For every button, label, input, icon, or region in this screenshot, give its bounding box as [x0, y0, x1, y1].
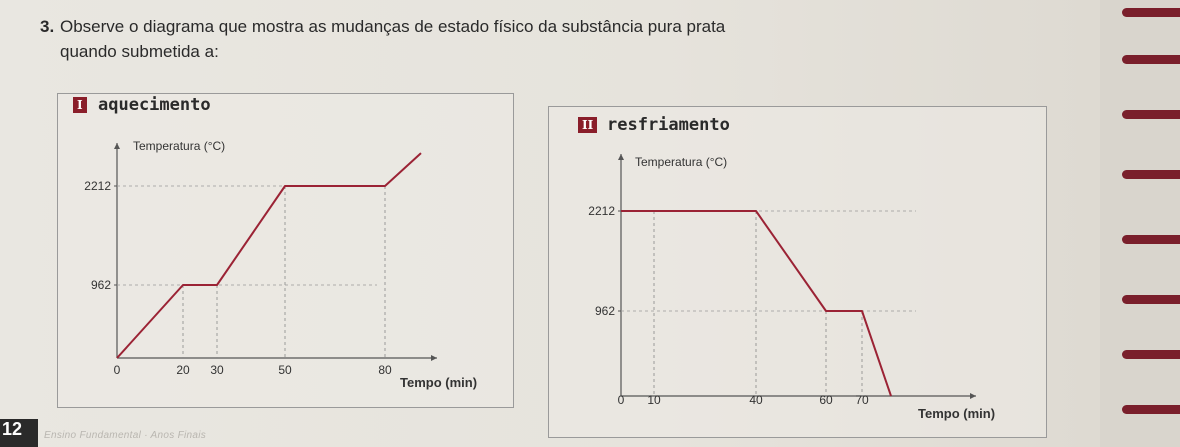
x-axis-arrow: [431, 355, 437, 361]
x-tick-label: 60: [819, 393, 833, 407]
question-text-line-1: Observe o diagrama que mostra as mudança…: [60, 17, 726, 36]
y-tick-label: 2212: [588, 204, 615, 218]
panel-heating-title: aquecimento: [98, 95, 211, 115]
page-number: 12: [0, 419, 38, 447]
x-axis-label: Tempo (min): [918, 406, 995, 421]
y-axis-arrow: [114, 143, 120, 149]
y-tick-label: 962: [91, 278, 111, 292]
y-axis-label: Temperatura (°C): [133, 139, 225, 153]
binding-ring: [1122, 170, 1180, 179]
textbook-page: 3. Observe o diagrama que mostra as muda…: [0, 0, 1100, 447]
binding-ring: [1122, 235, 1180, 244]
x-tick-label: 40: [749, 393, 763, 407]
question-number: 3.: [40, 17, 55, 36]
x-tick-label: 80: [378, 363, 392, 377]
x-axis-arrow: [970, 393, 976, 399]
y-axis-arrow: [618, 154, 624, 160]
binding-ring: [1122, 110, 1180, 119]
panel-cooling-title: resfriamento: [607, 115, 730, 135]
heating-chart: Temperatura (°C) Tempo (min) 962 2212 0 20 30 5…: [84, 139, 477, 390]
x-tick-label: 0: [114, 363, 121, 377]
binding-ring: [1122, 405, 1180, 414]
temperature-curve: [116, 152, 422, 359]
binding-ring: [1122, 55, 1180, 64]
x-tick-label: 0: [618, 393, 625, 407]
x-tick-label: 70: [855, 393, 869, 407]
x-tick-label: 50: [278, 363, 292, 377]
y-tick-label: 2212: [84, 179, 111, 193]
cooling-chart: Temperatura (°C) Tempo (min) 962 2212 0 10 40 6…: [588, 154, 995, 421]
x-tick-label: 30: [210, 363, 224, 377]
temperature-curve: [621, 210, 892, 397]
x-tick-label: 20: [176, 363, 190, 377]
y-axis-label: Temperatura (°C): [635, 155, 727, 169]
x-axis-label: Tempo (min): [400, 375, 477, 390]
question-text-line-2: quando submetida a:: [60, 42, 219, 61]
y-tick-label: 962: [595, 304, 615, 318]
binding-ring: [1122, 295, 1180, 304]
x-tick-label: 10: [647, 393, 661, 407]
notebook-binding: [1100, 0, 1180, 447]
panel-heating: [57, 93, 514, 408]
panel-cooling-badge: II: [578, 117, 598, 133]
panel-heating-badge: I: [73, 97, 87, 113]
footer-text: Ensino Fundamental · Anos Finais: [44, 430, 207, 441]
binding-ring: [1122, 350, 1180, 359]
binding-ring: [1122, 8, 1180, 17]
